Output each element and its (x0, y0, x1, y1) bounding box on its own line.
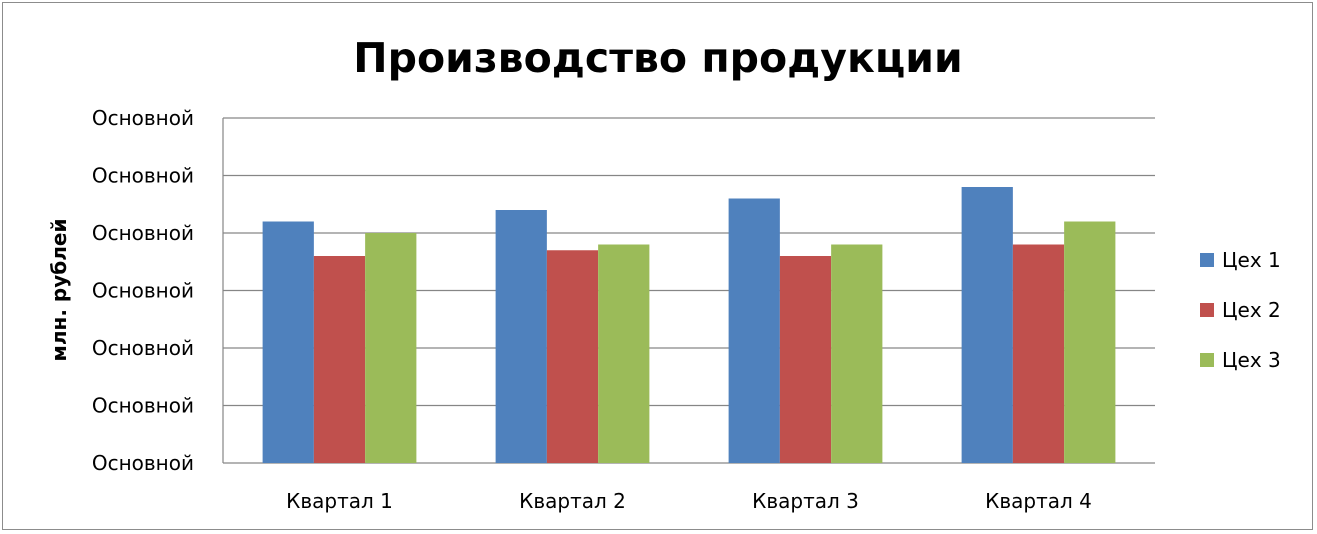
bar (1064, 221, 1116, 463)
y-tick-label: Основной (92, 394, 194, 418)
legend-label: Цех 2 (1222, 298, 1281, 322)
y-tick-label: Основной (92, 336, 194, 360)
legend-label: Цех 3 (1222, 348, 1281, 372)
y-axis-ticks: Основной Основной Основной Основной Основной… (92, 106, 194, 475)
y-tick-label: Основной (92, 164, 194, 188)
bar (1012, 244, 1065, 463)
x-tick-label: Квартал 1 (286, 489, 393, 513)
x-tick-label: Квартал 3 (752, 489, 859, 513)
y-axis-label: млн. рублей (47, 219, 71, 362)
bar (961, 187, 1013, 463)
y-tick-label: Основной (92, 279, 194, 303)
bar (365, 233, 417, 463)
bar (313, 256, 366, 463)
y-tick-label: Основной (92, 221, 194, 245)
bars (262, 187, 1116, 463)
legend-swatch (1200, 303, 1214, 317)
legend-swatch (1200, 353, 1214, 367)
legend: Цех 1 Цех 2 Цех 3 (1200, 248, 1281, 372)
y-tick-label: Основной (92, 106, 194, 130)
chart-title: Производство продукции (353, 34, 962, 82)
x-tick-label: Квартал 4 (985, 489, 1092, 513)
x-axis-ticks: Квартал 1 Квартал 2 Квартал 3 Квартал 4 (286, 489, 1092, 513)
bar (728, 198, 780, 463)
bar (495, 210, 547, 463)
x-tick-label: Квартал 2 (519, 489, 626, 513)
bar (598, 244, 650, 463)
y-tick-label: Основной (92, 451, 194, 475)
legend-swatch (1200, 253, 1214, 267)
bar (779, 256, 832, 463)
bar (546, 250, 599, 463)
bar (831, 244, 883, 463)
bar (262, 221, 314, 463)
legend-label: Цех 1 (1222, 248, 1281, 272)
